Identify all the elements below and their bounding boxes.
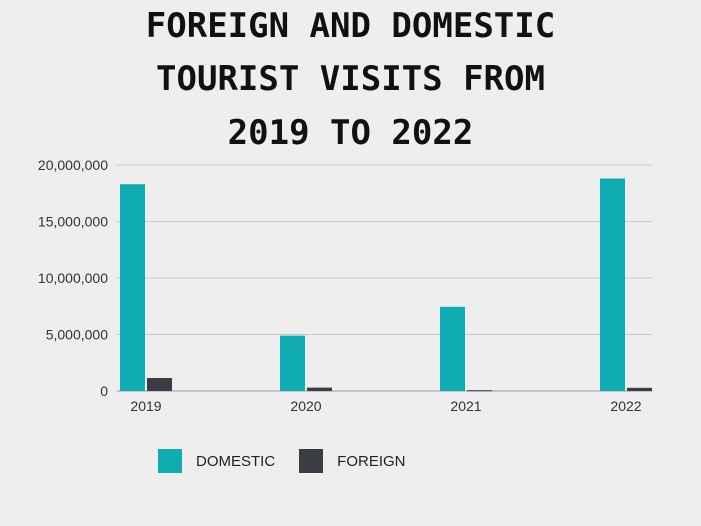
x-axis-tick-labels: 2019 2020 2021 2022 bbox=[130, 398, 641, 414]
bars bbox=[120, 178, 652, 392]
chart-title: FOREIGN AND DOMESTIC TOURIST VISITS FROM… bbox=[0, 0, 701, 162]
y-tick-label: 5,000,000 bbox=[46, 327, 108, 343]
chart-title-line-2: TOURIST VISITS FROM bbox=[156, 59, 545, 99]
legend-item-domestic: DOMESTIC bbox=[158, 449, 275, 473]
bar-domestic-2019 bbox=[120, 184, 145, 391]
legend-label-domestic: DOMESTIC bbox=[196, 452, 276, 470]
chart-title-line-1: FOREIGN AND DOMESTIC bbox=[145, 6, 556, 46]
legend: DOMESTIC FOREIGN bbox=[158, 448, 430, 474]
gridlines bbox=[117, 164, 652, 392]
bar-foreign-2019 bbox=[147, 378, 172, 391]
legend-label-foreign: FOREIGN bbox=[337, 452, 406, 470]
x-tick-label: 2020 bbox=[290, 398, 321, 414]
y-tick-label: 0 bbox=[100, 383, 108, 399]
y-axis-tick-labels: 0 5,000,000 10,000,000 15,000,000 20,000,000 bbox=[38, 157, 108, 399]
bar-foreign-2020 bbox=[307, 387, 332, 391]
bar-domestic-2022 bbox=[600, 178, 625, 391]
bar-foreign-2022 bbox=[627, 387, 652, 391]
y-tick-label: 15,000,000 bbox=[38, 214, 108, 230]
x-tick-label: 2021 bbox=[450, 398, 481, 414]
y-tick-label: 20,000,000 bbox=[38, 157, 108, 173]
chart-title-line-3: 2019 TO 2022 bbox=[227, 113, 474, 153]
x-tick-label: 2022 bbox=[610, 398, 641, 414]
legend-swatch-domestic bbox=[158, 449, 182, 473]
legend-swatch-foreign bbox=[299, 449, 324, 473]
bar-domestic-2021 bbox=[440, 306, 465, 391]
bar-domestic-2020 bbox=[280, 335, 305, 391]
x-tick-label: 2019 bbox=[130, 398, 161, 414]
y-tick-label: 10,000,000 bbox=[38, 270, 108, 286]
legend-item-foreign: FOREIGN bbox=[299, 449, 406, 473]
bar-foreign-2021 bbox=[467, 390, 492, 392]
